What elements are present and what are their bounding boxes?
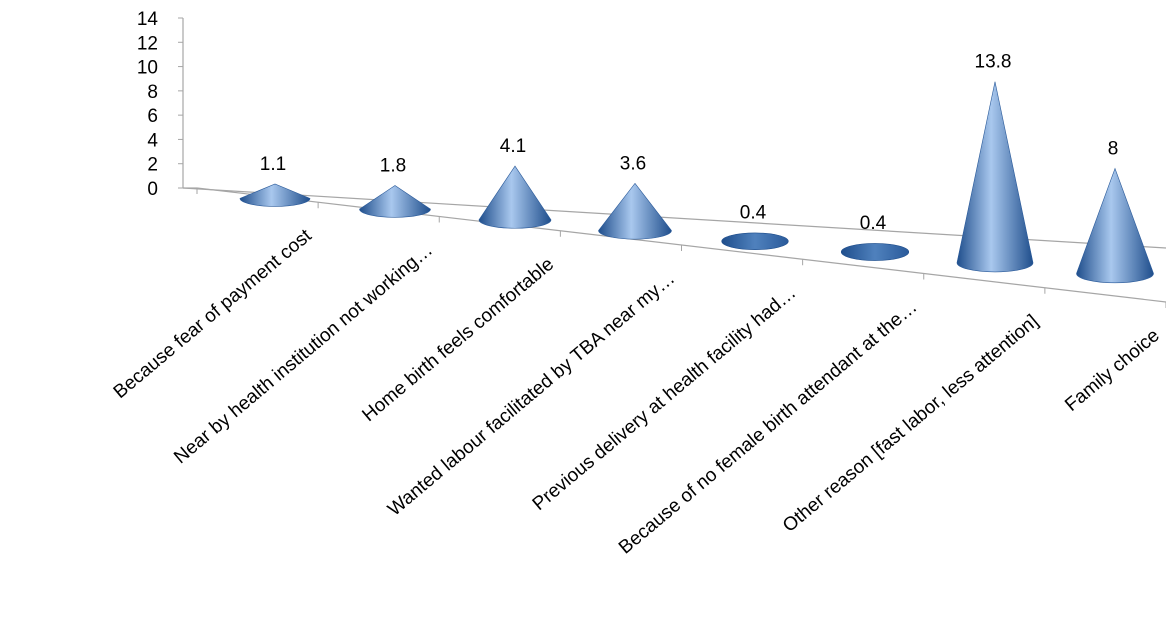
y-tick-label: 4 bbox=[147, 130, 158, 151]
cone-body bbox=[956, 81, 1034, 273]
cone-body bbox=[598, 182, 672, 240]
cone-mark bbox=[840, 243, 910, 261]
y-tick-label: 14 bbox=[137, 9, 159, 30]
cone-base bbox=[721, 232, 789, 250]
y-axis-ticks: 0 2 4 6 8 10 12 14 bbox=[137, 9, 183, 200]
cone-mark bbox=[478, 165, 552, 229]
cone-body bbox=[1076, 167, 1154, 284]
cone-body bbox=[239, 183, 311, 207]
category-label: Near by health institution not working… bbox=[170, 240, 437, 469]
data-label: 4.1 bbox=[500, 136, 526, 157]
data-label: 3.6 bbox=[620, 153, 646, 174]
cone-mark bbox=[1076, 167, 1154, 284]
cone-mark bbox=[721, 232, 789, 250]
category-label: Other reason [fast labor, less attention… bbox=[779, 311, 1043, 537]
y-tick-label: 12 bbox=[137, 33, 158, 54]
cone-base bbox=[840, 243, 910, 261]
y-tick-label: 6 bbox=[147, 106, 158, 127]
cone-mark bbox=[239, 183, 311, 207]
y-tick-label: 8 bbox=[147, 82, 158, 103]
cone-body bbox=[478, 165, 552, 229]
category-label: Wanted labour facilitated by TBA near my… bbox=[384, 268, 679, 520]
category-label: Family choice bbox=[1061, 325, 1163, 416]
chart-marks bbox=[239, 81, 1154, 284]
data-label: 0.4 bbox=[740, 202, 767, 223]
data-labels: 1.1 1.8 4.1 3.6 0.4 0.4 13.8 8 bbox=[260, 52, 1119, 234]
cone-mark bbox=[598, 182, 672, 240]
data-label: 8 bbox=[1108, 139, 1119, 160]
category-label: Previous delivery at health facility had… bbox=[529, 282, 801, 515]
cone-mark bbox=[359, 185, 431, 218]
y-tick-label: 2 bbox=[147, 155, 158, 176]
cone-body bbox=[359, 185, 431, 218]
data-label: 0.4 bbox=[860, 213, 887, 234]
data-label: 1.1 bbox=[260, 154, 286, 175]
data-label: 1.8 bbox=[380, 156, 406, 177]
y-tick-label: 10 bbox=[137, 58, 158, 79]
data-label: 13.8 bbox=[975, 52, 1012, 73]
category-label: Because of no female birth attendant at … bbox=[615, 297, 921, 559]
cone-mark bbox=[956, 81, 1034, 273]
y-tick-label: 0 bbox=[147, 179, 158, 200]
